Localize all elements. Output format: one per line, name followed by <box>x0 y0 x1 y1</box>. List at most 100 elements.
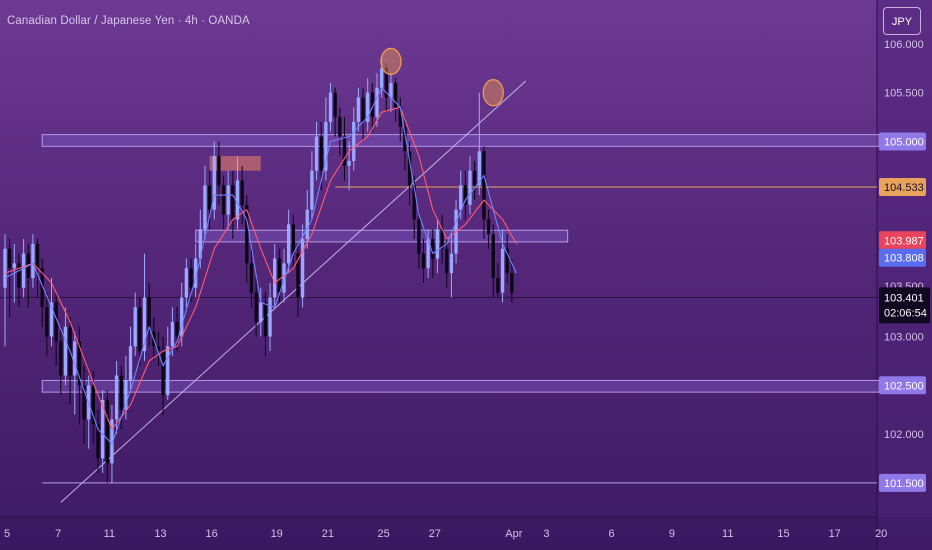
x-tick-label: 9 <box>669 528 675 540</box>
candle-body <box>361 97 365 122</box>
candle-body <box>472 170 477 186</box>
candle-body <box>240 180 244 205</box>
candle-body <box>231 185 235 220</box>
bar-countdown-label: 02:06:54 <box>884 307 927 319</box>
candle-body <box>254 292 258 322</box>
candle-body <box>207 185 212 210</box>
candle-body <box>393 82 398 108</box>
candle-body <box>221 185 226 215</box>
trendline-layer <box>60 80 527 503</box>
highlight-circle <box>380 47 402 76</box>
candle-body <box>356 97 361 122</box>
resistance-box <box>209 156 261 171</box>
candle-body <box>305 209 309 239</box>
candle-body <box>217 156 221 186</box>
candle-body <box>342 136 347 166</box>
time-axis-panel[interactable] <box>0 517 932 550</box>
price-badge-label: 104.533 <box>884 182 924 194</box>
x-tick-label: 27 <box>429 528 441 540</box>
price-badge <box>879 473 926 492</box>
candle-body <box>203 185 207 230</box>
candle-body <box>282 263 286 293</box>
candle-body <box>328 92 333 122</box>
candle-body <box>445 248 449 274</box>
currency-button[interactable]: JPY <box>883 7 921 35</box>
candle-body <box>166 346 170 396</box>
moving-average-slow <box>4 106 517 430</box>
candle-body <box>17 263 21 288</box>
y-tick-label: 103.000 <box>884 332 924 344</box>
candle-body <box>35 243 40 269</box>
moving-averages-layer <box>4 87 517 445</box>
candle-body <box>319 136 323 171</box>
candle-body <box>63 326 68 376</box>
y-tick-label: 105.500 <box>884 88 924 100</box>
candle-body <box>198 229 202 259</box>
candle-body <box>54 302 58 342</box>
candle-body <box>291 224 295 254</box>
x-tick-label: 21 <box>322 528 334 540</box>
price-badge <box>879 248 926 267</box>
candle-body <box>403 126 407 152</box>
price-badge-label: 103.987 <box>884 235 924 247</box>
price-badge <box>879 177 926 196</box>
candle-body <box>170 321 175 347</box>
candle-body <box>505 248 509 274</box>
price-badge-label: 105.000 <box>884 136 924 148</box>
candle-body <box>40 268 44 308</box>
candle-body <box>407 151 412 186</box>
candle-body <box>21 253 26 288</box>
candle-body <box>314 136 319 171</box>
x-tick-label: 16 <box>205 528 217 540</box>
price-badge <box>879 231 926 250</box>
candle-body <box>496 278 500 293</box>
candle-body <box>124 380 128 410</box>
candle-body <box>417 219 421 254</box>
candle-body <box>59 341 63 376</box>
price-lines-layer <box>0 186 877 484</box>
candle-body <box>300 238 305 298</box>
candle-body <box>277 258 282 293</box>
price-badge <box>879 132 926 151</box>
candle-body <box>421 253 426 269</box>
candle-body <box>82 385 86 420</box>
candle-body <box>245 204 249 264</box>
x-tick-label: 20 <box>875 528 887 540</box>
price-badge-label: 101.500 <box>884 478 924 490</box>
x-tick-label: 3 <box>543 528 549 540</box>
candle-body <box>114 375 119 420</box>
candle-body <box>286 224 291 264</box>
candle-body <box>477 151 481 186</box>
candle-body <box>370 92 375 118</box>
candle-body <box>180 297 184 337</box>
candle-body <box>366 92 370 122</box>
highlight-circles-layer <box>380 47 504 107</box>
candle-body <box>338 117 342 137</box>
candle-body <box>435 229 440 259</box>
candle-body <box>45 307 49 337</box>
candle-body <box>249 263 254 293</box>
price-badge-label: 102.500 <box>884 380 924 392</box>
candle-body <box>184 268 189 298</box>
candle-body <box>119 375 123 410</box>
candle-body <box>31 243 35 279</box>
y-tick-label: 102.000 <box>884 429 924 441</box>
candle-body <box>235 180 240 220</box>
chart-title: Canadian Dollar / Japanese Yen · 4h · OA… <box>7 15 250 27</box>
candle-body <box>431 238 435 259</box>
x-tick-label: 7 <box>55 528 61 540</box>
candle-body <box>110 419 114 464</box>
support-resistance-zone <box>195 229 569 243</box>
price-axis-panel[interactable] <box>877 0 932 550</box>
x-tick-label: 11 <box>104 528 115 540</box>
candle-body <box>142 297 147 352</box>
candle-body <box>105 399 109 464</box>
candle-body <box>273 258 277 298</box>
candle-body <box>175 321 179 337</box>
candle-body <box>491 234 495 279</box>
candle-body <box>333 92 337 118</box>
highlight-circle <box>482 79 504 107</box>
x-tick-label: 17 <box>829 528 841 540</box>
candle-body <box>398 107 402 127</box>
